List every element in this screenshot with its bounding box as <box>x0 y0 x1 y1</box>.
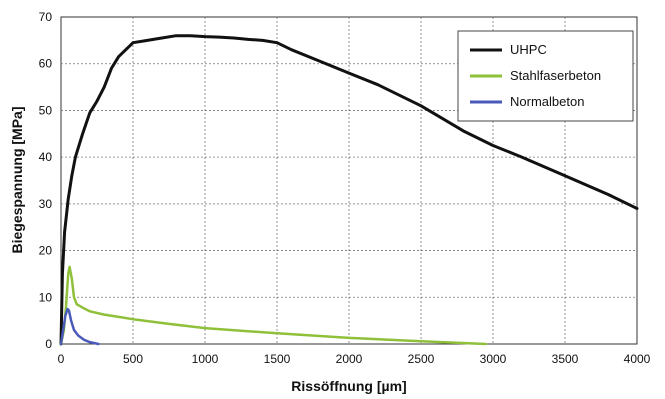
legend-label-normalbeton: Normalbeton <box>510 94 584 109</box>
series-lines <box>59 34 639 346</box>
x-tick-label: 3000 <box>480 352 507 366</box>
x-tick-label: 2500 <box>408 352 435 366</box>
x-tick-label: 1500 <box>264 352 291 366</box>
x-tick-label: 1000 <box>192 352 219 366</box>
legend-label-uhpc: UHPC <box>510 42 547 57</box>
y-tick-label: 40 <box>39 150 53 164</box>
x-tick-label: 4000 <box>624 352 651 366</box>
y-tick-label: 70 <box>39 10 53 24</box>
x-tick-label: 3500 <box>552 352 579 366</box>
y-tick-label: 50 <box>39 103 53 117</box>
y-axis-title: Biegespannung [MPa] <box>9 106 25 253</box>
y-tick-label: 30 <box>39 197 53 211</box>
y-tick-label: 0 <box>45 337 52 351</box>
x-tick-label: 500 <box>123 352 143 366</box>
series-line-normalbeton <box>59 307 100 346</box>
legend-items: UHPC Stahlfaserbeton Normalbeton <box>470 42 601 109</box>
y-axis-ticks: 0 10 20 30 40 50 60 70 <box>39 10 53 351</box>
y-tick-label: 20 <box>39 244 53 258</box>
series-line-stahlfaserbeton <box>59 265 488 346</box>
y-tick-label: 10 <box>39 290 53 304</box>
x-tick-label: 2000 <box>336 352 363 366</box>
legend: UHPC Stahlfaserbeton Normalbeton <box>457 30 634 122</box>
x-tick-label: 0 <box>58 352 65 366</box>
legend-label-stahlfaserbeton: Stahlfaserbeton <box>510 68 601 83</box>
series-line-uhpc <box>59 34 639 346</box>
y-tick-label: 60 <box>39 57 53 71</box>
x-axis-title: Rissöffnung [µm] <box>291 378 406 394</box>
x-axis-ticks: 0 500 1000 1500 2000 2500 3000 3500 4000 <box>58 352 651 366</box>
